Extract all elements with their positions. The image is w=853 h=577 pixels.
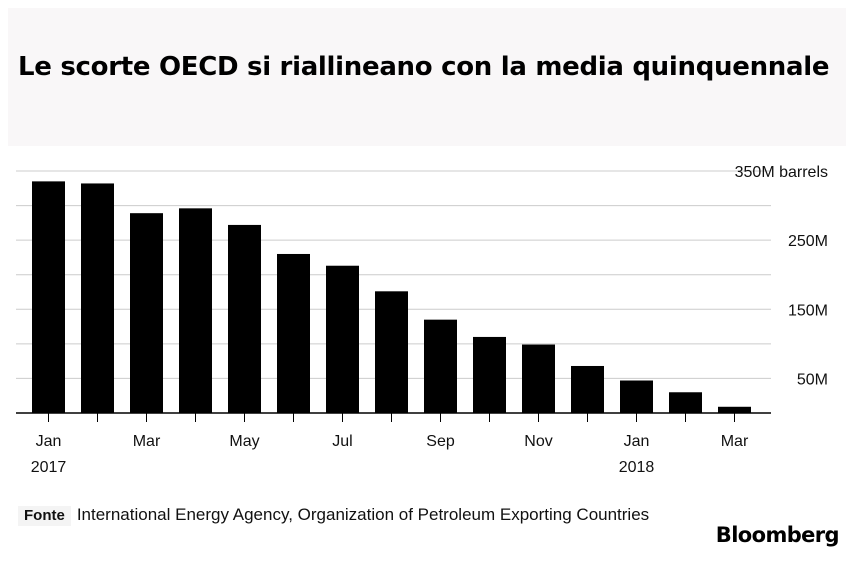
y-tick-label: 350M barrels: [735, 164, 828, 181]
bar: [522, 344, 555, 413]
x-tick-year-label: 2017: [31, 459, 67, 476]
x-tick-label: Jul: [332, 433, 352, 450]
bar: [228, 224, 261, 413]
bar: [718, 406, 751, 413]
chart-title: Le scorte OECD si riallineano con la med…: [18, 52, 830, 82]
y-tick-label: 150M: [788, 302, 828, 319]
x-tick-labels: Jan 2017 Mar May Jul Sep Nov Jan 2018 Mar: [31, 433, 749, 476]
bar: [32, 181, 65, 413]
source-note: Fonte International Energy Agency, Organi…: [18, 503, 678, 527]
source-text: International Energy Agency, Organizatio…: [76, 505, 650, 524]
bar: [620, 380, 653, 413]
x-tick-label: Jan: [36, 433, 62, 450]
x-tick-label: Jan: [624, 433, 650, 450]
bar: [130, 213, 163, 413]
bar: [375, 291, 408, 413]
x-tick-label: Sep: [426, 433, 455, 450]
x-tick-label: Mar: [721, 433, 749, 450]
bar: [326, 265, 359, 413]
y-tick-label: 50M: [797, 371, 828, 388]
x-tick-label: Mar: [133, 433, 161, 450]
bar: [179, 208, 212, 413]
bar: [81, 183, 114, 413]
bloomberg-logo: Bloomberg: [715, 523, 840, 547]
bar: [473, 336, 506, 413]
y-tick-label: 250M: [788, 233, 828, 250]
bar-chart: 350M barrels 250M 150M 50M Jan 2017 Mar May Jul…: [16, 164, 828, 476]
x-tick-label: Nov: [524, 433, 552, 450]
bar: [669, 392, 702, 413]
source-label: Fonte: [18, 506, 71, 526]
x-tick-year-label: 2018: [619, 459, 655, 476]
bar: [277, 253, 310, 413]
bars: [32, 181, 751, 413]
x-axis: [16, 412, 771, 422]
title-band: Le scorte OECD si riallineano con la med…: [8, 8, 846, 146]
y-tick-labels: 350M barrels 250M 150M 50M: [735, 164, 828, 388]
bar: [424, 319, 457, 413]
bar: [571, 365, 604, 413]
x-tick-label: May: [229, 433, 259, 450]
